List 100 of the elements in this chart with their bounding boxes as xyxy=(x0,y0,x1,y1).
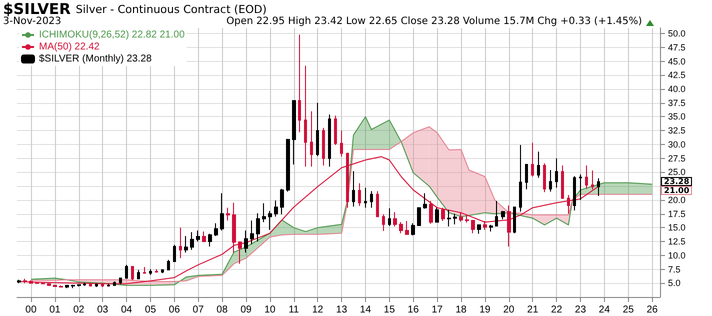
y-tick-label: 5.0 xyxy=(668,278,681,288)
candlestick xyxy=(423,192,427,210)
x-tick-label: 02 xyxy=(73,304,85,316)
x-tick-label: 13 xyxy=(336,304,348,316)
candlestick xyxy=(149,268,152,276)
legend-label: ICHIMOKU(9,26,52) 22.82 21.00 xyxy=(39,30,186,40)
y-tick-label: 50.0 xyxy=(668,28,686,39)
candlestick xyxy=(304,65,307,168)
candlestick xyxy=(483,220,487,230)
candlestick xyxy=(411,222,415,236)
candlestick xyxy=(340,130,343,158)
x-tick-label: 00 xyxy=(25,304,37,316)
candlestick xyxy=(334,115,337,146)
candlestick xyxy=(579,174,582,200)
candlestick xyxy=(161,268,164,274)
y-tick-label: 40.0 xyxy=(668,84,686,94)
candlestick xyxy=(322,127,325,166)
candlestick xyxy=(388,208,391,227)
chart-subtitle: Silver - Continuous Contract (EOD) xyxy=(76,3,267,16)
candlestick xyxy=(567,194,570,214)
candlestick xyxy=(417,207,421,226)
candlestick xyxy=(184,235,188,254)
x-tick-label: 10 xyxy=(264,304,276,316)
text: 21.00 xyxy=(661,186,692,196)
candlestick xyxy=(256,212,260,242)
candlestick xyxy=(280,188,284,215)
candlestick xyxy=(77,284,81,287)
x-tick-label: 21 xyxy=(527,304,539,316)
candlestick xyxy=(226,207,230,221)
candlestick xyxy=(202,231,206,243)
candlestick xyxy=(125,264,128,280)
y-tick-label: 42.5 xyxy=(668,70,686,80)
y-tick-label: 45.0 xyxy=(668,56,686,66)
candlestick xyxy=(429,200,433,224)
candlestick xyxy=(328,114,331,168)
x-tick-label: 05 xyxy=(144,304,156,316)
candlestick xyxy=(292,100,296,165)
candlestick xyxy=(591,170,594,190)
x-tick-label: 07 xyxy=(192,304,204,316)
candlestick xyxy=(17,279,21,284)
candlestick xyxy=(220,192,224,231)
candlestick xyxy=(262,202,266,223)
x-tick-label: 16 xyxy=(408,304,420,316)
candlestick xyxy=(543,162,546,193)
x-tick-label: 18 xyxy=(455,304,468,316)
legend-label: $SILVER (Monthly) 23.28 xyxy=(39,54,152,64)
x-tick-label: 19 xyxy=(479,304,491,316)
x-tick-label: 01 xyxy=(49,304,61,316)
candlestick xyxy=(179,227,182,259)
candlestick xyxy=(477,224,481,234)
x-tick-label: 11 xyxy=(288,304,300,316)
y-tick-label: 30.0 xyxy=(668,139,686,150)
y-tick-label: 12.5 xyxy=(668,236,686,247)
candlestick xyxy=(513,206,516,234)
candlestick xyxy=(597,178,600,197)
y-tick-label: 35.0 xyxy=(668,112,686,122)
candlestick xyxy=(561,165,564,200)
candlestick xyxy=(519,144,522,212)
candlestick xyxy=(131,266,134,281)
candlestick xyxy=(298,34,301,133)
candlestick xyxy=(268,210,272,230)
y-tick-label: 15.0 xyxy=(668,222,686,233)
candlestick xyxy=(549,169,552,192)
candlestick xyxy=(65,284,69,289)
candlestick xyxy=(59,284,63,288)
x-tick-label: 20 xyxy=(503,304,515,316)
candlestick xyxy=(143,266,146,274)
candlestick xyxy=(382,214,385,232)
candlestick xyxy=(358,182,361,207)
x-tick-label: 09 xyxy=(240,304,252,316)
x-tick-label: 24 xyxy=(598,304,610,316)
candlestick xyxy=(573,176,576,211)
candlestick xyxy=(71,284,75,289)
candlestick xyxy=(167,259,170,271)
x-tick-label: 23 xyxy=(574,304,586,316)
y-tick-label: 7.5 xyxy=(668,264,681,274)
x-tick-label: 03 xyxy=(97,304,109,316)
candlestick xyxy=(370,190,373,208)
candlestick xyxy=(585,165,588,190)
text: 23.28 xyxy=(661,177,692,186)
candlestick xyxy=(531,142,534,178)
candlestick xyxy=(459,212,463,222)
candlestick xyxy=(507,204,511,248)
candlestick xyxy=(155,268,158,274)
candlestick xyxy=(208,233,212,248)
candlestick xyxy=(489,224,493,232)
candlestick xyxy=(364,187,367,208)
candlestick xyxy=(95,284,98,288)
x-tick-label: 06 xyxy=(168,304,180,316)
candlestick xyxy=(310,110,313,168)
candlestick xyxy=(53,284,57,288)
candlestick xyxy=(471,219,475,234)
candlestick xyxy=(441,207,445,222)
x-tick-label: 15 xyxy=(384,304,396,316)
chart-title: $SILVER xyxy=(3,0,71,18)
candlestick xyxy=(250,220,254,245)
candlestick xyxy=(316,102,319,157)
candlestick xyxy=(537,151,540,178)
text: Open 22.95 High 23.42 Low 22.65 Close 23.28 Volume 15.7M Chg +0.33 (+1.45%) xyxy=(226,16,642,27)
candlestick xyxy=(447,209,451,228)
